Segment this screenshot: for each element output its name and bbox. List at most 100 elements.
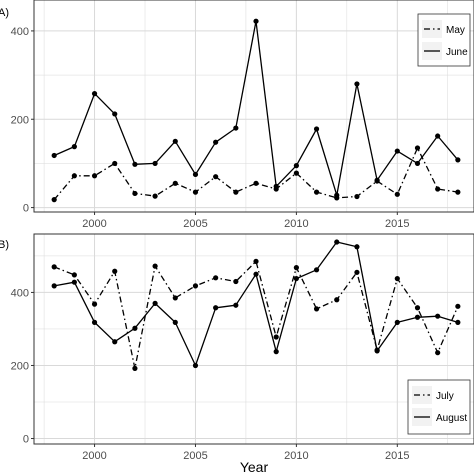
data-point-june-2010 [293, 163, 299, 169]
data-point-june-1998 [51, 152, 57, 159]
data-point-may-2013 [354, 193, 360, 200]
data-point-august-1998 [51, 283, 57, 289]
panel-a-x-tick-label-2005: 2005 [183, 218, 207, 230]
panel-b-y-tick-label-0: 0 [23, 434, 29, 446]
data-point-june-2004 [172, 138, 178, 144]
panel-b-label: B) [0, 239, 9, 251]
data-point-august-2018 [455, 319, 461, 325]
data-point-july-2012 [334, 297, 340, 303]
data-point-august-2009 [273, 349, 279, 355]
data-point-may-2017 [435, 186, 441, 192]
data-point-june-2007 [233, 125, 239, 131]
data-point-july-2016 [414, 305, 421, 311]
x-axis-title: Year [240, 459, 269, 474]
panel-a-border [33, 0, 474, 213]
data-point-may-2015 [394, 191, 400, 197]
data-point-may-2005 [192, 189, 199, 195]
legend-key-may-bg [422, 20, 442, 38]
data-point-june-2016 [414, 160, 421, 167]
panel-a-y-tick-label-0: 0 [23, 203, 29, 215]
data-point-june-2000 [91, 91, 98, 97]
data-point-may-2002 [132, 190, 138, 197]
data-point-june-2015 [394, 148, 400, 154]
data-point-july-2011 [313, 306, 320, 312]
data-point-june-2003 [152, 160, 158, 167]
data-point-june-2006 [213, 139, 219, 145]
data-point-august-2002 [132, 325, 138, 331]
panel-b-y-tick-label-400: 400 [11, 287, 29, 299]
data-point-may-2006 [213, 174, 219, 180]
data-point-august-2007 [233, 302, 239, 308]
data-point-july-1998 [51, 264, 57, 270]
data-point-august-2014 [374, 348, 380, 354]
panel-a-x-ticks: 2000 2005 2010 2015 [82, 212, 410, 230]
panel-a-x-tick-label-2015: 2015 [385, 218, 409, 230]
data-point-august-2012 [334, 239, 340, 245]
data-point-june-2013 [354, 81, 360, 87]
panel-a-y-tick-label-400: 400 [11, 26, 29, 38]
data-point-august-2005 [192, 362, 199, 369]
data-point-august-2008 [253, 271, 259, 277]
series-line-july [53, 260, 459, 370]
data-point-may-2003 [152, 193, 158, 199]
data-point-july-2018 [455, 303, 461, 309]
panel-a-label: A) [0, 7, 9, 19]
data-point-august-2004 [172, 319, 178, 325]
data-point-june-2014 [374, 177, 380, 183]
panel-a-y-tick-label-200: 200 [11, 114, 29, 126]
data-point-august-2006 [213, 305, 219, 311]
series-line-may [53, 147, 458, 201]
data-point-june-2001 [112, 111, 118, 117]
data-point-august-2001 [112, 339, 118, 345]
data-point-july-2008 [253, 258, 259, 264]
legend-key-july-bg [412, 386, 432, 404]
data-point-may-2010 [293, 170, 299, 176]
data-point-may-2016 [414, 145, 421, 151]
data-point-august-2015 [394, 319, 400, 325]
data-point-june-2011 [313, 126, 320, 132]
data-point-july-2001 [112, 268, 118, 274]
panel-a-series [51, 18, 461, 203]
data-point-july-2015 [394, 275, 400, 282]
data-point-july-2007 [233, 278, 239, 285]
data-point-june-2018 [455, 157, 461, 163]
data-point-may-2008 [253, 180, 259, 186]
data-point-july-2006 [213, 275, 219, 281]
data-point-june-2009 [273, 183, 279, 189]
panel-b-border [33, 233, 474, 445]
data-point-august-2013 [354, 244, 360, 250]
data-point-august-2017 [435, 313, 441, 319]
panel-a: 0 200 400 2000 2005 2010 2015 A) May June [0, 0, 474, 230]
legend-label-may: May [446, 25, 465, 36]
panel-a-x-tick-label-2010: 2010 [284, 218, 308, 230]
panel-b-series [51, 239, 461, 371]
data-point-june-2008 [253, 18, 259, 24]
data-point-may-1998 [51, 197, 57, 203]
panel-b-y-ticks: 0 200 400 [11, 287, 34, 446]
data-point-may-2007 [233, 189, 239, 195]
data-point-june-2002 [132, 161, 138, 167]
data-point-august-2016 [414, 314, 421, 320]
panel-b-y-tick-label-200: 200 [11, 360, 29, 372]
data-point-may-1999 [71, 173, 77, 179]
panel-b-x-tick-label-2010: 2010 [284, 450, 308, 462]
data-point-july-2000 [91, 301, 98, 307]
panel-b-background [34, 234, 474, 444]
legend-label-july: July [436, 391, 454, 402]
data-point-august-1999 [71, 279, 77, 285]
data-point-may-2000 [91, 173, 98, 179]
data-point-july-2013 [354, 269, 360, 275]
data-point-july-2005 [192, 283, 199, 289]
data-point-july-2010 [293, 265, 299, 271]
data-point-july-2003 [152, 263, 158, 269]
panel-a-x-tick-label-2000: 2000 [82, 218, 106, 230]
data-point-july-2017 [435, 350, 441, 356]
data-point-may-2018 [455, 189, 461, 195]
data-point-june-1999 [71, 144, 77, 150]
data-point-june-2012 [334, 192, 340, 198]
panel-b-x-ticks: 2000 2005 2010 2015 [82, 444, 410, 462]
panel-b-x-tick-label-2015: 2015 [385, 450, 409, 462]
data-point-may-2011 [313, 189, 320, 195]
